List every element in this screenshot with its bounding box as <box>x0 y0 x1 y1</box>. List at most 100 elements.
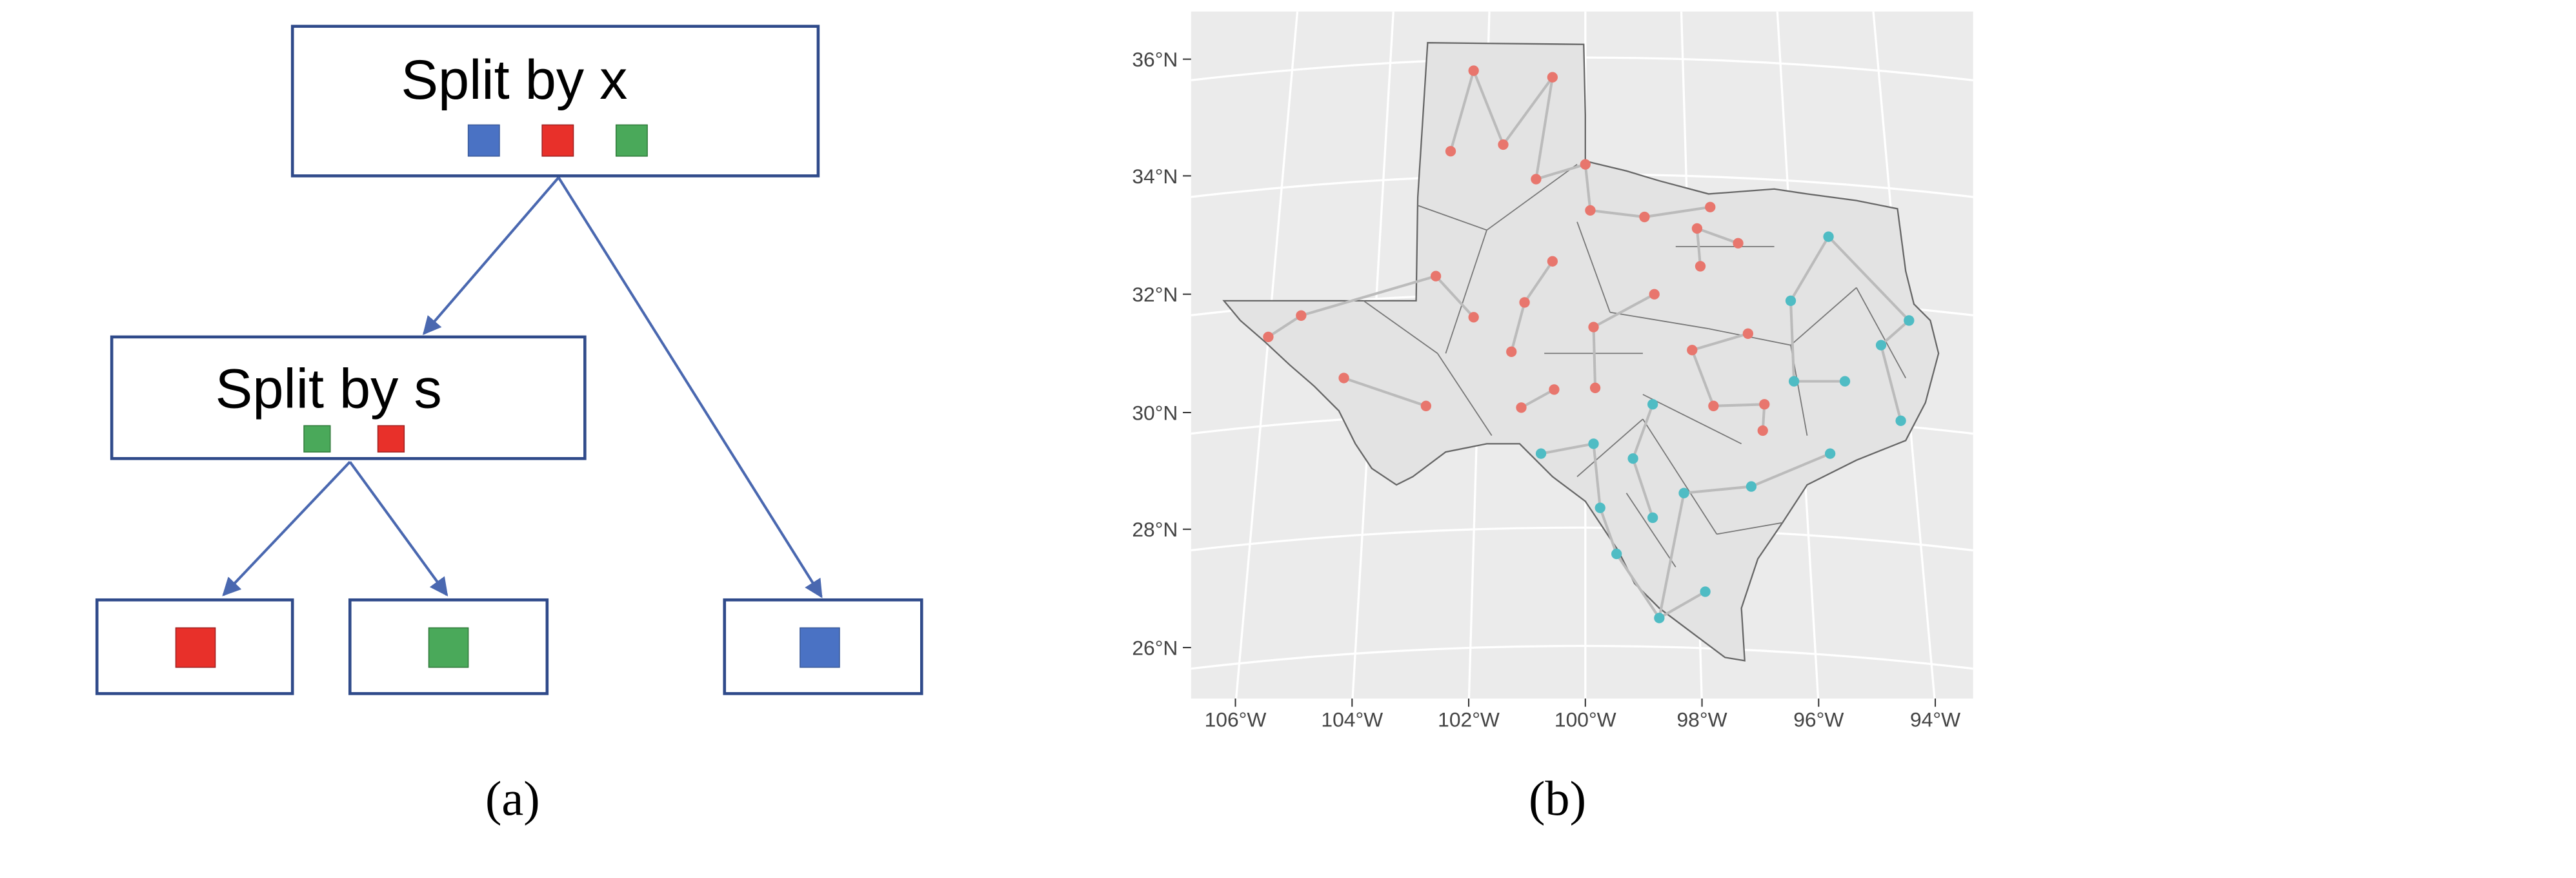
class-square <box>303 425 331 453</box>
point <box>1296 310 1307 321</box>
tree-diagram: Split by x Split by s (a) <box>95 25 923 826</box>
region-border <box>1445 230 1487 354</box>
class-square <box>467 124 500 157</box>
point <box>1705 201 1716 212</box>
link <box>1472 70 1505 145</box>
point <box>1420 400 1431 411</box>
link <box>1592 327 1597 388</box>
point <box>1547 256 1558 267</box>
class-square <box>800 627 840 668</box>
point <box>1875 340 1887 351</box>
point <box>1516 402 1527 413</box>
link <box>1343 376 1427 407</box>
class-square <box>615 124 648 157</box>
link <box>1789 300 1796 382</box>
point <box>1678 487 1689 498</box>
point <box>1824 448 1836 459</box>
link <box>1267 314 1302 338</box>
class-square <box>541 124 574 157</box>
lat-label: 36°N <box>1132 48 1178 71</box>
point <box>1430 271 1442 281</box>
link <box>1696 227 1739 245</box>
point <box>1647 512 1658 524</box>
link <box>1684 485 1752 495</box>
point <box>1611 548 1622 560</box>
class-square <box>175 627 216 668</box>
link <box>1827 236 1910 322</box>
region-border <box>1417 205 1487 231</box>
point <box>1904 315 1915 326</box>
link <box>1695 228 1702 267</box>
link <box>1880 345 1902 422</box>
point <box>1519 297 1530 308</box>
point <box>1549 384 1560 395</box>
arrow <box>557 176 823 598</box>
region-border <box>1363 300 1438 354</box>
point <box>1585 205 1596 216</box>
lon-label: 96°W <box>1793 708 1844 731</box>
link <box>1598 507 1618 555</box>
caption: (b) <box>1529 771 1586 826</box>
link <box>1691 332 1749 352</box>
link <box>1584 164 1592 211</box>
lat-label: 32°N <box>1132 283 1178 306</box>
link <box>1691 349 1715 407</box>
link <box>1592 444 1602 508</box>
class-square <box>377 425 405 453</box>
point <box>1647 399 1658 410</box>
point <box>1823 231 1834 242</box>
point <box>1445 146 1456 157</box>
point <box>1708 400 1719 411</box>
point <box>1757 425 1768 436</box>
node-label: Split by s <box>216 358 442 420</box>
link <box>1590 209 1645 219</box>
region-border <box>1625 493 1676 567</box>
lon-label: 100°W <box>1555 708 1616 731</box>
link <box>1751 452 1831 488</box>
region-border <box>1716 522 1783 535</box>
point <box>1547 72 1558 83</box>
region-border <box>1856 287 1907 378</box>
link <box>1631 458 1655 518</box>
point <box>1654 613 1665 624</box>
point <box>1595 502 1605 513</box>
point <box>1639 211 1650 223</box>
link <box>1615 553 1661 619</box>
point <box>1588 322 1599 332</box>
link <box>1658 493 1685 618</box>
link <box>1535 77 1554 179</box>
point <box>1468 65 1479 76</box>
region-border <box>1642 418 1718 535</box>
region-border <box>1609 311 1709 330</box>
link <box>1644 205 1711 219</box>
point <box>1627 453 1638 464</box>
lon-label: 98°W <box>1676 708 1727 731</box>
point <box>1468 312 1479 323</box>
link <box>1789 236 1830 301</box>
grid-line <box>1191 644 1973 670</box>
points <box>1263 65 1915 624</box>
point <box>1691 223 1703 234</box>
lat-label: 34°N <box>1132 165 1178 188</box>
grid-line <box>1191 526 1973 552</box>
point <box>1649 289 1660 300</box>
point <box>1506 346 1517 357</box>
point <box>1588 438 1599 449</box>
link <box>1510 301 1526 352</box>
point <box>1733 238 1744 249</box>
link <box>1535 163 1586 181</box>
point <box>1700 586 1711 597</box>
link <box>1593 292 1655 329</box>
point <box>1746 481 1757 492</box>
point <box>1338 373 1349 383</box>
point <box>1695 261 1706 272</box>
lat-label: 26°N <box>1132 637 1178 660</box>
point <box>1759 399 1770 410</box>
lat-label: 28°N <box>1132 518 1178 541</box>
region-border <box>1642 394 1742 445</box>
point <box>1580 159 1591 170</box>
link <box>1523 260 1554 303</box>
point <box>1263 331 1274 343</box>
